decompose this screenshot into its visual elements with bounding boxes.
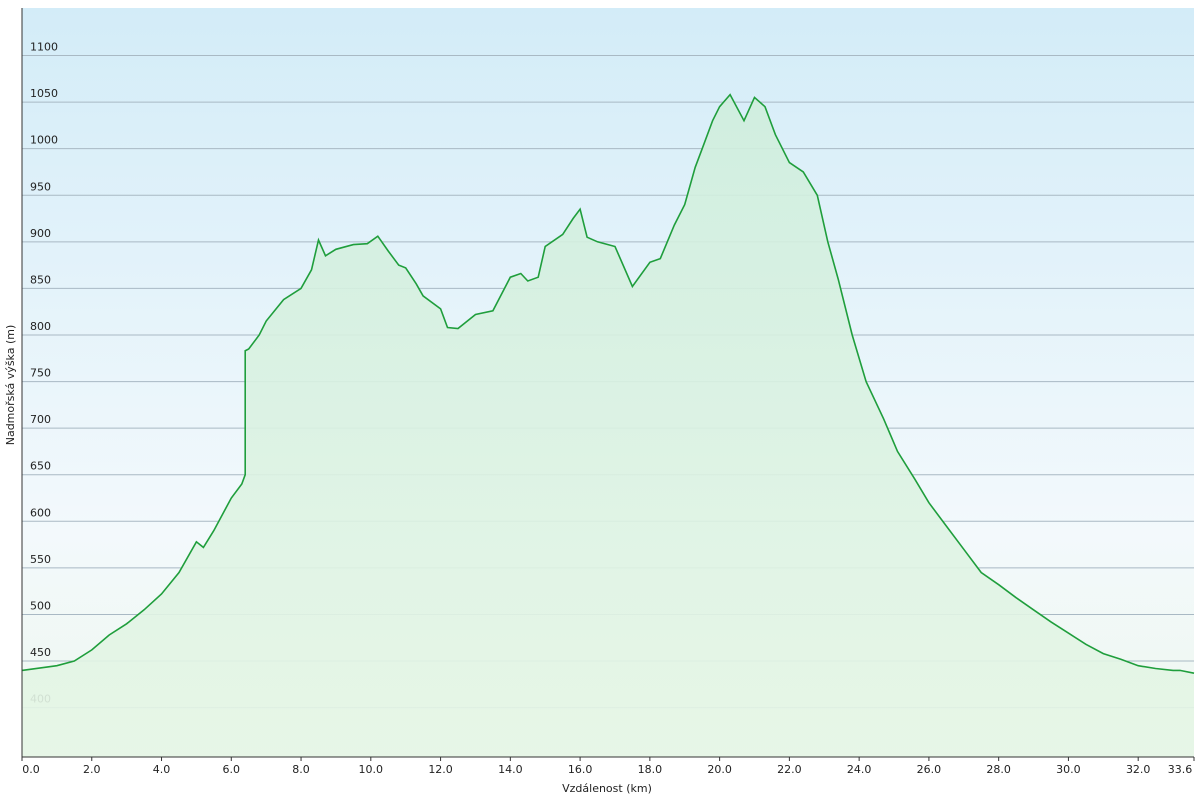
x-tick-label: 20.0 (707, 763, 732, 776)
y-tick-label: 950 (30, 180, 51, 193)
x-tick-label: 10.0 (359, 763, 384, 776)
y-tick-label: 800 (30, 320, 51, 333)
y-tick-label: 450 (30, 646, 51, 659)
y-tick-label: 600 (30, 506, 51, 519)
y-tick-label: 500 (30, 599, 51, 612)
x-axis-label: Vzdálenost (km) (562, 782, 652, 795)
x-tick-label: 2.0 (83, 763, 101, 776)
y-tick-label: 700 (30, 413, 51, 426)
y-tick-label: 850 (30, 273, 51, 286)
y-tick-label: 550 (30, 553, 51, 566)
y-tick-label: 1050 (30, 87, 58, 100)
x-tick-label: 14.0 (498, 763, 523, 776)
x-tick-label: 8.0 (292, 763, 310, 776)
y-tick-label: 1000 (30, 134, 58, 147)
x-tick-label: 32.0 (1126, 763, 1151, 776)
x-tick-label: 12.0 (428, 763, 453, 776)
x-tick-label: 18.0 (638, 763, 663, 776)
y-tick-label: 900 (30, 227, 51, 240)
y-tick-label: 750 (30, 367, 51, 380)
x-tick-label: 22.0 (777, 763, 802, 776)
x-tick-label: 28.0 (986, 763, 1011, 776)
x-tick-label: 0.0 (22, 763, 40, 776)
x-tick-label: 6.0 (223, 763, 241, 776)
y-axis-label: Nadmořská výška (m) (4, 325, 17, 446)
y-tick-label: 1100 (30, 41, 58, 54)
x-tick-label: 30.0 (1056, 763, 1081, 776)
elevation-line (21, 93, 1195, 674)
x-tick-label: 16.0 (568, 763, 593, 776)
area-fill (22, 94, 1194, 758)
x-tick-label: 26.0 (917, 763, 942, 776)
x-tick-label: 4.0 (153, 763, 171, 776)
y-tick-label: 650 (30, 460, 51, 473)
x-tick-label: 33.6 (1168, 763, 1193, 776)
x-tick-label: 24.0 (847, 763, 872, 776)
